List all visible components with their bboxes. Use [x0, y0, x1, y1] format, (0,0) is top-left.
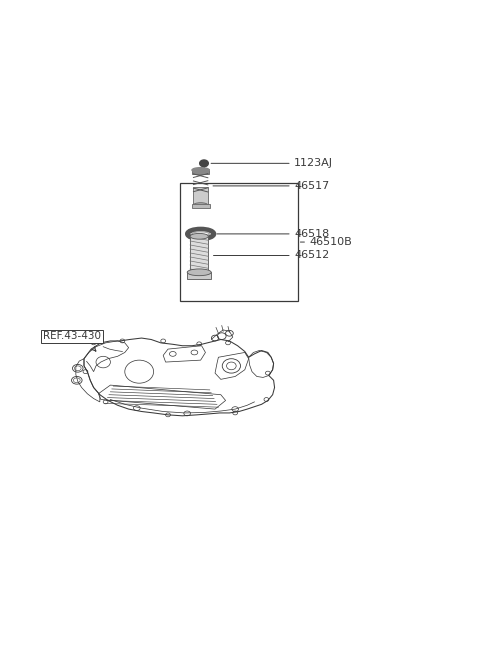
Text: 46517: 46517 — [294, 181, 329, 191]
Bar — [193, 187, 208, 205]
Text: 46512: 46512 — [294, 250, 329, 261]
Text: REF.43-430: REF.43-430 — [43, 331, 101, 341]
Bar — [187, 272, 211, 278]
Bar — [180, 183, 298, 301]
Ellipse shape — [187, 269, 211, 276]
Ellipse shape — [192, 168, 209, 172]
Ellipse shape — [193, 202, 208, 208]
Text: 1123AJ: 1123AJ — [294, 159, 333, 168]
Text: 46518: 46518 — [294, 229, 329, 239]
Text: 46510B: 46510B — [310, 237, 352, 247]
Bar — [192, 169, 209, 174]
Bar — [190, 236, 208, 272]
Ellipse shape — [190, 233, 208, 239]
Bar — [192, 204, 210, 208]
Ellipse shape — [200, 160, 208, 167]
